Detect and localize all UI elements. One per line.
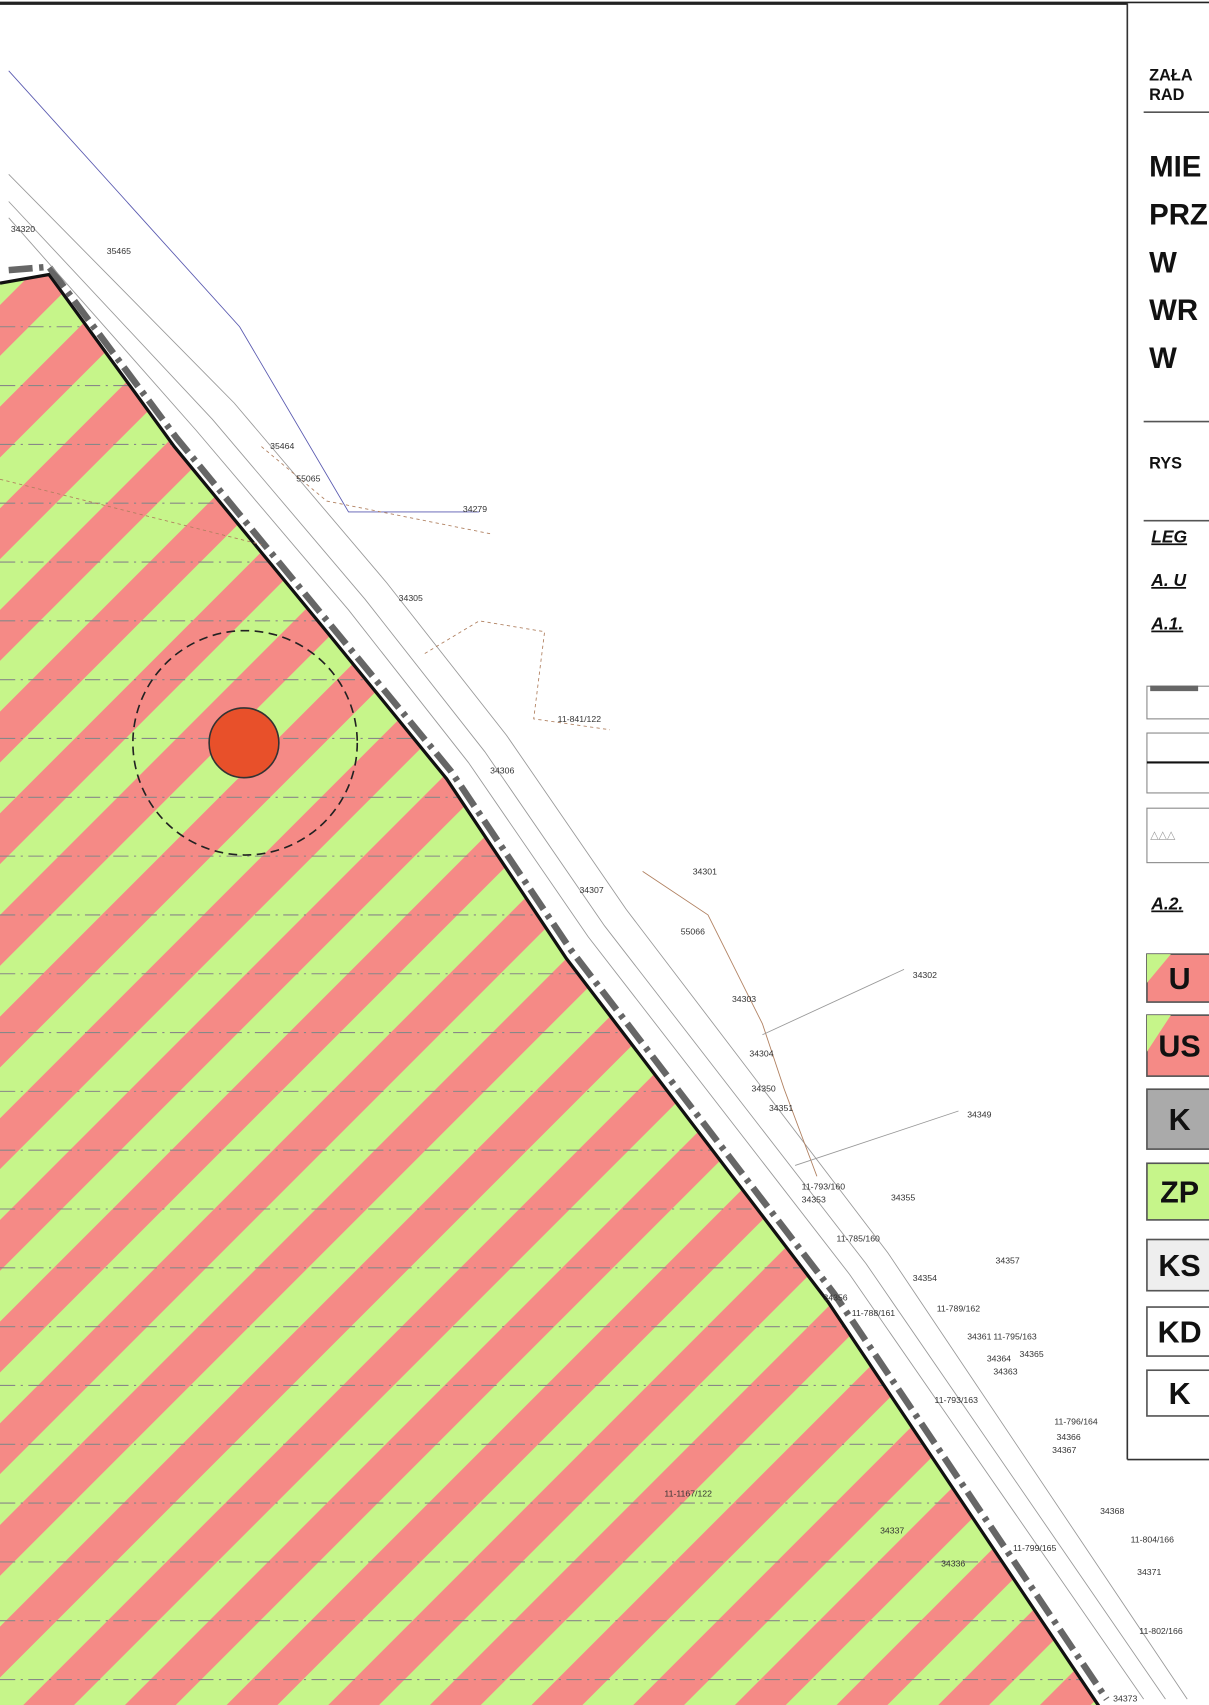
parcel-label: 34361 [967, 1332, 991, 1342]
parcel-label: 34353 [802, 1194, 826, 1204]
parcel-label: 34371 [1137, 1567, 1161, 1577]
parcel-label: 34301 [693, 867, 717, 877]
parcel-label: 34302 [913, 970, 937, 980]
zone-label: KD [1158, 1315, 1202, 1349]
legend-title: LEG [1151, 526, 1187, 546]
parcel-label: 11-796/164 [1054, 1417, 1098, 1427]
zone-swatch-stripe [1146, 1015, 1171, 1052]
parcel-label: 34366 [1057, 1432, 1081, 1442]
parcel-label: 34337 [880, 1526, 904, 1536]
parcel-label: 34349 [967, 1110, 991, 1120]
zone-swatch-stripe [1146, 954, 1171, 983]
zone-label: ZP [1160, 1175, 1199, 1209]
parcel-label: 34350 [752, 1083, 776, 1093]
parcel-label: 34355 [891, 1192, 915, 1202]
title-line: W [1149, 342, 1177, 375]
zone-swatch [1146, 1369, 1209, 1417]
parcel-label: 55065 [296, 473, 320, 483]
drawing-label: RYS [1149, 454, 1182, 472]
parcel-label: 34279 [463, 504, 487, 514]
parcel-label: 34307 [579, 885, 603, 895]
zone-label: K [1169, 1103, 1191, 1137]
zone-label: U [1169, 962, 1191, 996]
parcel-label: 34336 [941, 1558, 965, 1568]
title-line: W [1149, 246, 1177, 279]
zone-swatch [1146, 1088, 1209, 1150]
parcel-label: 34351 [769, 1103, 793, 1113]
title-line: MIE [1149, 150, 1201, 183]
parcel-label: 55066 [681, 927, 705, 937]
parcel-label: 35465 [107, 246, 131, 256]
zone-label: US [1158, 1030, 1200, 1064]
parcel-label: 11-841/122 [558, 714, 602, 724]
parcel-label: 11-793/163 [935, 1395, 979, 1405]
road-lines [0, 70, 1188, 1700]
parcel-label: 11-785/160 [837, 1234, 881, 1244]
parcel-label: 34364 [987, 1354, 1011, 1364]
parcel-label: 34365 [1019, 1349, 1043, 1359]
parcel-label: 34304 [749, 1049, 773, 1059]
parcel-label: 34356 [823, 1293, 847, 1303]
section-a: A. U [1150, 570, 1186, 590]
parcel-label: 34367 [1052, 1445, 1076, 1455]
parcel-label: 11-793/160 [802, 1181, 846, 1191]
title-line: PRZ [1149, 198, 1208, 231]
parcel-label: 34363 [993, 1367, 1017, 1377]
parcel-label: 34373 [1113, 1693, 1137, 1703]
svg-text:△△△: △△△ [1150, 830, 1176, 842]
parcel-label: 34305 [399, 593, 423, 603]
section-a2: A.2. [1150, 893, 1183, 913]
parcel-label: 11-789/162 [937, 1303, 981, 1313]
parcel-label: 34303 [732, 994, 756, 1004]
parcel-label: 34354 [913, 1273, 937, 1283]
section-a1: A.1. [1150, 614, 1183, 634]
header-line: ZAŁA [1149, 67, 1193, 85]
zone-swatch [1146, 1238, 1209, 1292]
parcel-label: 34368 [1100, 1506, 1124, 1516]
parcel-label: 11-804/166 [1131, 1534, 1175, 1544]
parcel-label: 34357 [996, 1255, 1020, 1265]
zone-swatch [1146, 1306, 1209, 1357]
header-line: RAD [1149, 86, 1185, 104]
protection-zone [132, 629, 359, 856]
parcel-label: 11-1167/122 [664, 1489, 712, 1499]
parcel-label: 34320 [11, 224, 35, 234]
title-line: WR [1149, 294, 1198, 327]
parcel-label: 35464 [270, 441, 294, 451]
zone-swatch [1146, 1162, 1209, 1221]
zone-label: KS [1158, 1249, 1200, 1283]
parcel-label: 11-795/163 [993, 1332, 1037, 1342]
parcel-label: 11-802/166 [1139, 1626, 1183, 1636]
parcel-label: 11-788/161 [852, 1308, 896, 1318]
zone-label: K [1169, 1377, 1191, 1411]
parcel-label: 34306 [490, 765, 514, 775]
parcel-label: 11-799/165 [1013, 1543, 1057, 1553]
